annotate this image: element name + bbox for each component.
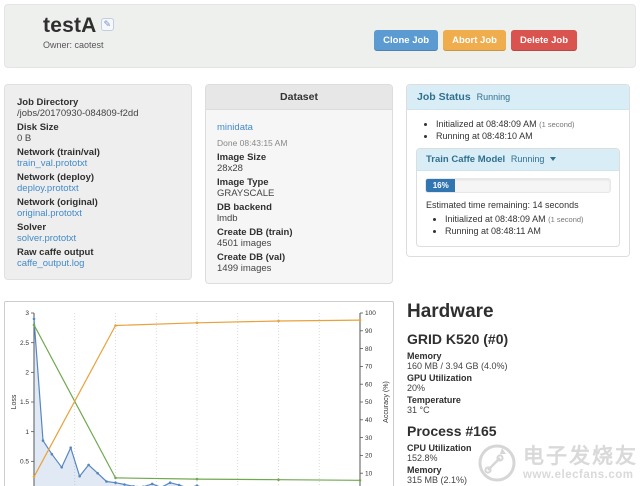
svg-text:50: 50 bbox=[365, 399, 373, 406]
field-label: Disk Size bbox=[17, 122, 59, 133]
job-status-title: Job Status bbox=[417, 91, 471, 103]
train-caffe-model-panel: Train Caffe Model Running 16% Estimated … bbox=[416, 148, 620, 247]
image-size-value: 28x28 bbox=[217, 163, 243, 174]
train-caffe-model-heading[interactable]: Train Caffe Model Running bbox=[417, 149, 619, 171]
svg-text:1.5: 1.5 bbox=[20, 399, 29, 406]
solver-prototxt-link[interactable]: solver.prototxt bbox=[17, 233, 77, 244]
svg-text:3: 3 bbox=[25, 310, 29, 317]
svg-text:1: 1 bbox=[25, 429, 29, 436]
task-title: Train Caffe Model bbox=[426, 154, 506, 165]
field-label: Image Type bbox=[217, 177, 269, 188]
job-status-events: Initialized at 08:48:09 AM (1 second) Ru… bbox=[416, 119, 620, 141]
field-label: Memory bbox=[407, 465, 442, 475]
svg-text:2.5: 2.5 bbox=[20, 340, 29, 347]
process-memory-value: 315 MB (2.1%) bbox=[407, 475, 468, 485]
dataset-done-timestamp: Done 08:43:15 AM bbox=[217, 138, 288, 148]
field-label: Create DB (train) bbox=[217, 227, 293, 238]
dataset-panel: Dataset minidata Done 08:43:15 AM Image … bbox=[205, 84, 393, 284]
event-duration-note: (1 second) bbox=[548, 215, 584, 224]
field-label: Network (train/val) bbox=[17, 147, 100, 158]
edit-pencil-icon[interactable]: ✎ bbox=[100, 18, 115, 31]
dataset-panel-heading: Dataset bbox=[206, 85, 392, 110]
image-type-value: GRAYSCALE bbox=[217, 188, 275, 199]
main-content-row: 00.511.522.53010203040506070809010000.51… bbox=[4, 301, 636, 486]
svg-text:60: 60 bbox=[365, 381, 373, 388]
field-label: Temperature bbox=[407, 395, 461, 405]
loss-accuracy-chart: 00.511.522.53010203040506070809010000.51… bbox=[11, 310, 390, 486]
field-label: Network (original) bbox=[17, 197, 98, 208]
process-heading: Process #165 bbox=[407, 423, 497, 439]
task-state-badge: Running bbox=[510, 154, 545, 164]
create-db-val-value: 1499 images bbox=[217, 263, 272, 274]
dataset-link[interactable]: minidata bbox=[217, 122, 253, 133]
field-label: Memory bbox=[407, 351, 442, 361]
job-status-heading: Job Status Running bbox=[407, 85, 629, 110]
svg-text:80: 80 bbox=[365, 346, 373, 353]
title-block: testA ✎ Owner: caotest bbox=[43, 14, 115, 67]
job-directory-value: /jobs/20170930-084809-f2dd bbox=[17, 108, 139, 119]
field-label: Create DB (val) bbox=[217, 252, 286, 263]
job-status-state-badge: Running bbox=[476, 92, 511, 102]
delete-job-button[interactable]: Delete Job bbox=[510, 30, 577, 51]
job-directory-panel: Job Directory /jobs/20170930-084809-f2dd… bbox=[4, 84, 192, 280]
job-status-panel: Job Status Running Initialized at 08:48:… bbox=[406, 84, 630, 257]
training-progress-bar: 16% bbox=[426, 179, 456, 192]
gpu-memory-value: 160 MB / 3.94 GB (4.0%) bbox=[407, 361, 508, 371]
db-backend-value: lmdb bbox=[217, 213, 238, 224]
gpu-name: GRID K520 (#0) bbox=[407, 331, 509, 347]
abort-job-button[interactable]: Abort Job bbox=[443, 30, 506, 51]
caffe-output-log-link[interactable]: caffe_output.log bbox=[17, 258, 85, 269]
deploy-prototxt-link[interactable]: deploy.prototxt bbox=[17, 183, 79, 194]
svg-text:40: 40 bbox=[365, 417, 373, 424]
field-label: Raw caffe output bbox=[17, 247, 94, 258]
svg-text:30: 30 bbox=[365, 435, 373, 442]
status-event: Running at 08:48:10 AM bbox=[436, 131, 620, 141]
estimated-time-remaining: Estimated time remaining: 14 seconds bbox=[426, 200, 579, 210]
field-label: GPU Utilization bbox=[407, 373, 472, 383]
info-panels-row: Job Directory /jobs/20170930-084809-f2dd… bbox=[4, 84, 636, 284]
field-label: Job Directory bbox=[17, 97, 79, 108]
training-progress-track: 16% bbox=[425, 178, 611, 193]
clone-job-button[interactable]: Clone Job bbox=[374, 30, 439, 51]
svg-text:10: 10 bbox=[365, 470, 373, 477]
svg-text:0.5: 0.5 bbox=[20, 459, 29, 466]
training-chart-panel: 00.511.522.53010203040506070809010000.51… bbox=[4, 301, 394, 486]
task-event: Running at 08:48:11 AM bbox=[445, 226, 611, 236]
hardware-heading: Hardware bbox=[407, 301, 494, 322]
disk-size-value: 0 B bbox=[17, 133, 32, 144]
task-event: Initialized at 08:48:09 AM (1 second) bbox=[445, 214, 611, 224]
job-owner: Owner: caotest bbox=[43, 40, 104, 50]
field-label: Image Size bbox=[217, 152, 267, 163]
svg-text:100: 100 bbox=[365, 310, 376, 317]
chevron-down-icon bbox=[550, 157, 556, 162]
field-label: Solver bbox=[17, 222, 47, 233]
field-label: Network (deploy) bbox=[17, 172, 95, 183]
gpu-temperature-value: 31 °C bbox=[407, 405, 430, 415]
gpu-utilization-value: 20% bbox=[407, 383, 426, 393]
original-prototxt-link[interactable]: original.prototxt bbox=[17, 208, 82, 219]
cpu-utilization-value: 152.8% bbox=[407, 453, 438, 463]
field-label: DB backend bbox=[217, 202, 272, 213]
svg-text:2: 2 bbox=[25, 370, 29, 377]
page-title: testA bbox=[43, 14, 97, 37]
create-db-train-value: 4501 images bbox=[217, 238, 272, 249]
train-val-prototxt-link[interactable]: train_val.prototxt bbox=[17, 158, 88, 169]
job-action-buttons: Clone Job Abort Job Delete Job bbox=[374, 30, 577, 67]
field-label: CPU Utilization bbox=[407, 443, 472, 453]
event-duration-note: (1 second) bbox=[539, 120, 575, 129]
svg-text:Loss: Loss bbox=[11, 394, 18, 409]
hardware-sidebar: Hardware GRID K520 (#0) Memory 160 MB / … bbox=[407, 301, 633, 486]
svg-text:20: 20 bbox=[365, 453, 373, 460]
status-event: Initialized at 08:48:09 AM (1 second) bbox=[436, 119, 620, 129]
svg-text:Accuracy (%): Accuracy (%) bbox=[383, 381, 390, 423]
job-header: testA ✎ Owner: caotest Clone Job Abort J… bbox=[4, 4, 636, 68]
task-events: Initialized at 08:48:09 AM (1 second) Ru… bbox=[425, 214, 611, 236]
svg-text:90: 90 bbox=[365, 328, 373, 335]
svg-text:70: 70 bbox=[365, 364, 373, 371]
